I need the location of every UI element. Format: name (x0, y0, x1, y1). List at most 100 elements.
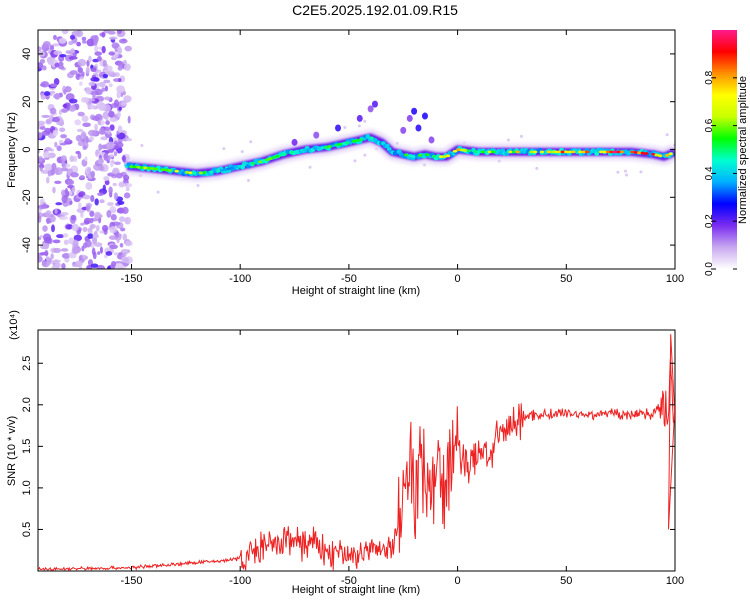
noise-blob (79, 76, 84, 80)
spectrogram-noise-region (38, 30, 675, 269)
noise-blob (49, 44, 55, 51)
ridge-core-cell (550, 150, 555, 154)
noise-blob (121, 252, 127, 258)
noise-blob (46, 176, 50, 184)
ridge-core-cell (268, 157, 273, 160)
ridge-core-cell (198, 171, 204, 175)
y-tick-label: 0.5 (21, 522, 33, 537)
ridge-core-cell (313, 146, 319, 150)
noise-blob (118, 181, 126, 188)
noise-blob (122, 257, 129, 263)
ridge-branch-cell (428, 136, 435, 144)
noise-blob (665, 133, 669, 137)
noise-blob (114, 140, 118, 144)
noise-blob (91, 236, 98, 245)
noise-blob (106, 202, 114, 206)
x-tick-label: 100 (666, 575, 684, 587)
colorbar-tick-label: 0.6 (704, 118, 715, 132)
noise-blob (357, 124, 361, 128)
noise-blob (52, 239, 61, 244)
noise-blob (156, 190, 160, 194)
noise-blob (497, 159, 501, 163)
ridge-core-cell (264, 158, 270, 162)
noise-blob (61, 159, 65, 167)
snr-series-line (38, 334, 675, 571)
noise-blob (123, 183, 133, 188)
noise-blob (111, 42, 120, 49)
noise-blob (59, 127, 66, 133)
noise-blob (123, 192, 131, 199)
noise-blob (46, 257, 53, 265)
noise-blob (87, 233, 94, 239)
noise-blob (103, 153, 109, 161)
noise-blob (83, 242, 88, 249)
noise-blob (94, 242, 103, 247)
ridge-cell (384, 143, 390, 149)
noise-blob (55, 202, 63, 206)
x-tick-label: 100 (666, 273, 684, 285)
noise-blob (68, 98, 78, 104)
noise-blob (125, 138, 132, 142)
noise-blob (102, 59, 107, 67)
noise-blob (623, 169, 627, 173)
noise-blob (105, 251, 113, 256)
ridge-core-cell (358, 138, 364, 142)
noise-blob (103, 30, 111, 34)
x-tick-label: 50 (560, 273, 572, 285)
noise-blob (114, 161, 121, 166)
x-tick-label: -150 (120, 575, 142, 587)
noise-blob (38, 120, 46, 126)
noise-blob (112, 182, 117, 187)
noise-blob (106, 265, 111, 269)
ridge-core-cell (257, 160, 263, 164)
noise-blob (64, 188, 69, 195)
noise-blob (68, 56, 78, 60)
noise-blob (99, 246, 103, 254)
noise-blob (98, 127, 106, 135)
ridge-core-cell (658, 154, 663, 158)
snr-y-ticks: 0.5 1.0 1.5 2.0 2.5 (21, 356, 675, 537)
noise-blob (74, 30, 84, 38)
ridge-core-cell (633, 150, 639, 154)
colorbar-tick-label: 0.8 (704, 70, 715, 84)
noise-blob (103, 176, 110, 181)
noise-blob (103, 79, 111, 84)
noise-blob (101, 224, 109, 232)
ridge-core-cell (459, 148, 465, 152)
ridge-core-cell (261, 159, 266, 163)
ridge-core-cell (226, 167, 232, 171)
noise-blob (51, 162, 57, 171)
ridge-core-cell (456, 148, 461, 151)
noise-blob (120, 227, 126, 232)
noise-blob (51, 216, 55, 223)
spectrogram-x-label: Height of straight line (km) (292, 285, 420, 297)
ridge-core-cell (219, 168, 225, 172)
ridge-core-cell (418, 153, 423, 157)
noise-blob (42, 151, 51, 159)
noise-blob (81, 71, 85, 77)
ridge-core-cell (407, 154, 412, 158)
y-tick-label: -40 (21, 237, 33, 253)
ridge-core-cell (303, 148, 308, 151)
noise-blob (119, 242, 124, 248)
noise-blob (63, 88, 67, 95)
ridge-core-cell (508, 150, 513, 154)
noise-blob (90, 170, 96, 178)
ridge-core-cell (209, 170, 214, 174)
noise-blob (67, 87, 71, 92)
ridge-core-cell (271, 156, 277, 159)
noise-blob (75, 134, 82, 142)
noise-blob (81, 36, 87, 41)
noise-blob (70, 214, 77, 221)
noise-blob (38, 131, 42, 139)
ridge-core-cell (598, 150, 604, 154)
x-tick-label: 50 (560, 575, 572, 587)
ridge-core-cell (251, 161, 256, 165)
ridge-core-cell (355, 139, 360, 142)
noise-blob (52, 129, 59, 137)
ridge-core-cell (160, 168, 165, 172)
noise-blob (61, 108, 68, 113)
page-title: C2E5.2025.192.01.09.R15 (292, 2, 458, 18)
ridge-branch-cell (421, 112, 428, 120)
